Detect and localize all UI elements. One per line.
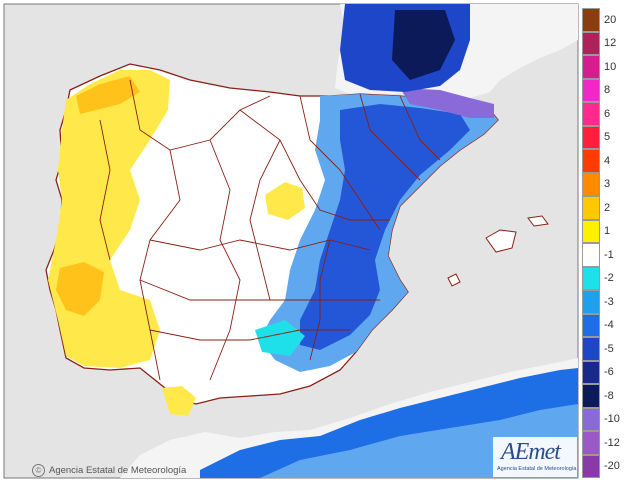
legend-swatch bbox=[582, 8, 600, 32]
legend-swatch bbox=[582, 313, 600, 337]
legend-swatch bbox=[582, 125, 600, 149]
legend-swatch bbox=[582, 31, 600, 55]
legend-label: 5 bbox=[604, 131, 611, 144]
copyright-icon: © bbox=[32, 464, 45, 477]
legend-label: -20 bbox=[604, 460, 620, 473]
legend-label: 6 bbox=[604, 107, 611, 120]
menorca-island bbox=[527, 215, 549, 227]
legend-label: 3 bbox=[604, 178, 611, 191]
legend-label: -6 bbox=[604, 366, 614, 379]
legend-label: 1 bbox=[604, 225, 611, 238]
legend-label: -3 bbox=[604, 295, 614, 308]
legend-label: 8 bbox=[604, 84, 611, 97]
legend-swatch bbox=[582, 149, 600, 173]
legend-label: -5 bbox=[604, 342, 614, 355]
legend-swatch bbox=[582, 431, 600, 455]
anomaly-zone-orange-sw bbox=[56, 262, 104, 316]
legend-swatch bbox=[582, 102, 600, 126]
legend-label: 12 bbox=[604, 37, 617, 50]
legend-label: 20 bbox=[604, 13, 617, 26]
logo-subtitle: Agencia Estatal de Meteorología bbox=[497, 466, 577, 472]
legend-swatch bbox=[582, 243, 600, 267]
legend-swatch bbox=[582, 196, 600, 220]
anomaly-zone-pyrenees bbox=[400, 88, 494, 118]
anomaly-zone-orange bbox=[76, 76, 140, 114]
copyright-notice: © Agencia Estatal de Meteorología bbox=[32, 464, 186, 477]
anomaly-zone-france-sea-dark bbox=[392, 10, 455, 80]
province-borders bbox=[99, 79, 441, 381]
legend-label: 4 bbox=[604, 154, 611, 167]
legend-swatch bbox=[582, 219, 600, 243]
balearic-islands bbox=[485, 229, 517, 253]
legend-swatch bbox=[582, 290, 600, 314]
aemet-logo: AEmet Agencia Estatal de Meteorología bbox=[493, 437, 577, 477]
legend-swatch bbox=[582, 172, 600, 196]
legend-swatch bbox=[582, 337, 600, 361]
logo-name: AEmet bbox=[501, 439, 561, 465]
legend-label: -12 bbox=[604, 436, 620, 449]
legend-label: -10 bbox=[604, 413, 620, 426]
legend-swatch bbox=[582, 360, 600, 384]
legend-label: -1 bbox=[604, 248, 614, 261]
legend-swatch bbox=[582, 454, 600, 478]
legend-label: -2 bbox=[604, 272, 614, 285]
ibiza-island bbox=[447, 273, 461, 287]
legend-swatch bbox=[582, 407, 600, 431]
legend-swatch bbox=[582, 55, 600, 79]
anomaly-zone-south bbox=[162, 386, 196, 416]
anomaly-zone-center bbox=[265, 182, 305, 220]
legend-label: -8 bbox=[604, 389, 614, 402]
anomaly-zone-cyan bbox=[255, 320, 305, 356]
legend-swatch bbox=[582, 78, 600, 102]
legend-swatch bbox=[582, 266, 600, 290]
legend-label: 10 bbox=[604, 60, 617, 73]
copyright-text: Agencia Estatal de Meteorología bbox=[49, 465, 187, 477]
anomaly-zone-east-dark bbox=[300, 104, 470, 350]
legend-swatch bbox=[582, 384, 600, 408]
legend-label: 2 bbox=[604, 201, 611, 214]
legend: 20 12 10 8 6 5 4 3 2 1 -1 -2 -3 -4 -5 -6 -8 -10 -12 -20 bbox=[582, 8, 628, 478]
legend-label: -4 bbox=[604, 319, 614, 332]
